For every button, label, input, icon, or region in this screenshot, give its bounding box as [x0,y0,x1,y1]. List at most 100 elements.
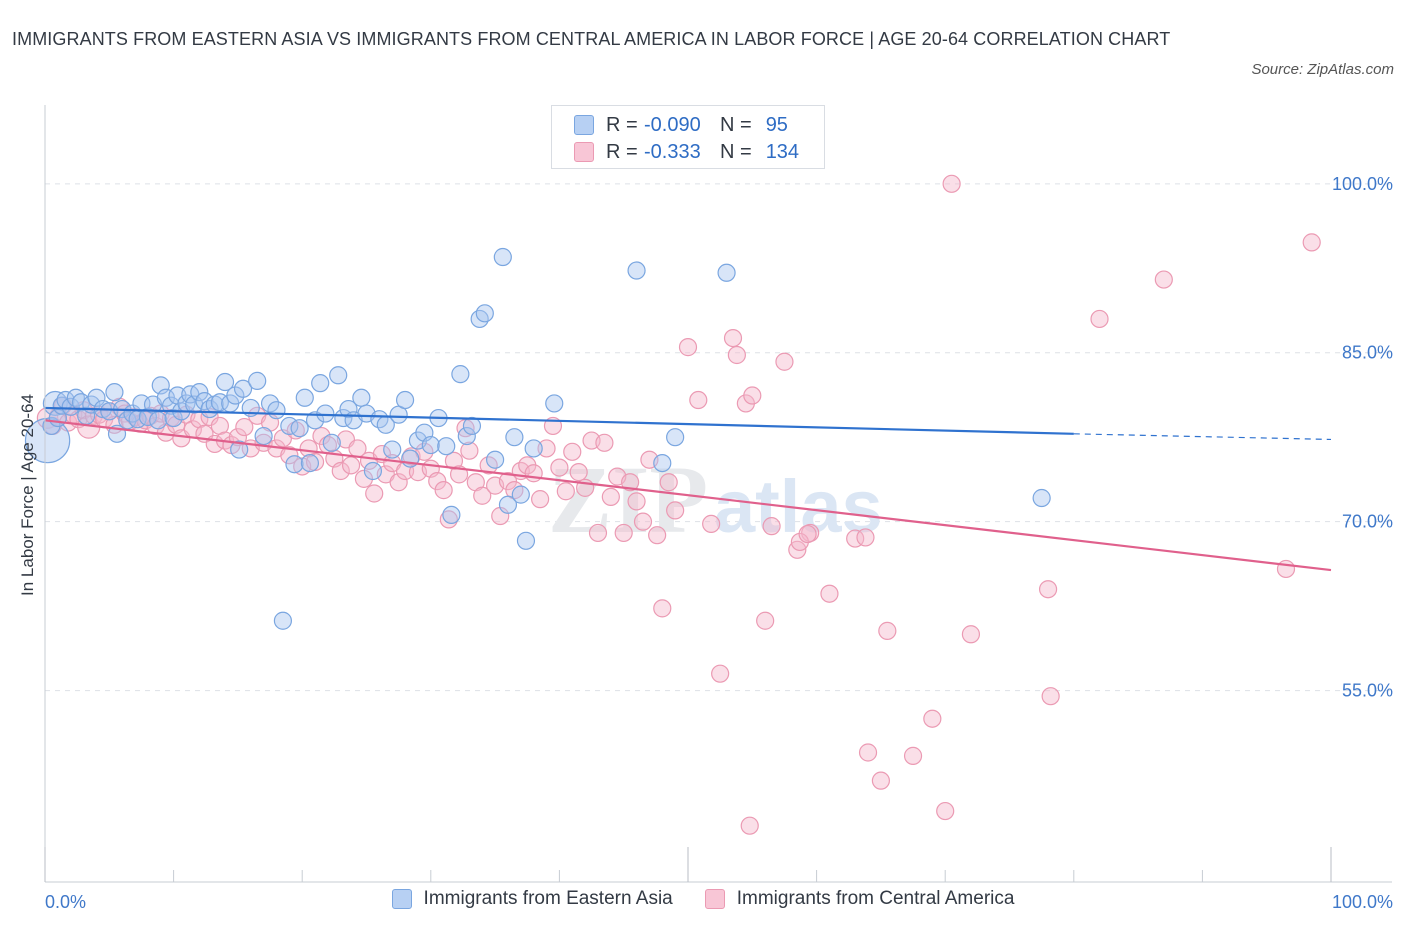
trend-line-eastern-asia [44,406,1074,435]
data-point [61,397,80,416]
data-point [524,464,543,483]
legend-n-value: 95 [765,113,788,136]
data-point [305,411,325,430]
data-point [550,458,569,477]
data-point [363,461,383,481]
data-point [442,505,461,524]
legend-item-central-america[interactable]: Immigrants from Central America [704,888,1015,910]
data-point [280,446,299,465]
legend-label-central-america: Immigrants from Central America [736,888,1015,909]
data-point [878,621,897,640]
data-point [230,440,249,459]
data-point [434,481,453,500]
data-point [451,365,470,384]
data-point [1302,233,1321,252]
data-point [689,390,708,410]
data-point [365,484,384,503]
trend-line-central-america [44,419,1332,572]
data-point [588,523,608,543]
data-point [659,473,678,492]
data-point [936,801,955,821]
data-point [621,473,640,492]
x-tick-label: 0.0% [45,892,86,912]
data-point [1038,580,1058,599]
data-point [666,501,685,520]
data-point [226,386,245,405]
legend-r-label: R = [606,140,638,163]
legend-item-eastern-asia[interactable]: Immigrants from Eastern Asia [391,888,673,910]
data-point [285,455,304,474]
data-point [329,366,348,385]
data-point [556,482,575,501]
data-point [627,261,646,280]
data-point [633,512,653,531]
trend-line-eastern-asia-extension [1073,433,1332,441]
data-point [723,329,743,348]
data-point [820,584,839,603]
correlation-legend: R = -0.090 N = 95 R = -0.333 N = 134 [551,105,825,169]
y-tick-label: 55.0% [1342,681,1393,701]
legend-r-value: -0.090 [644,113,701,136]
data-point [511,485,530,504]
watermark-atlas: atlas [714,465,883,548]
data-point [858,743,878,762]
data-point [762,517,781,536]
source-credit: Source: ZipAtlas.com [1251,61,1394,78]
data-point [331,461,350,481]
chart-title: IMMIGRANTS FROM EASTERN ASIA VS IMMIGRAN… [12,29,1171,49]
data-point [87,388,106,407]
data-point [437,437,456,456]
data-point [727,345,746,365]
y-tick-label: 70.0% [1342,512,1393,532]
data-point [233,379,253,398]
data-point [601,487,620,506]
legend-r-value: -0.333 [644,140,701,163]
data-point [312,426,331,446]
data-point [702,514,721,534]
data-point [341,456,361,475]
data-point [164,408,183,428]
data-point [149,411,168,430]
data-point [563,442,582,461]
y-tick-label: 100.0% [1332,174,1393,194]
data-point [923,709,942,728]
grid-lines [45,183,1392,692]
eastern-asia-points [24,247,1051,630]
data-point [903,746,923,765]
data-point [300,453,320,473]
data-point [316,404,335,423]
central-america-points [36,174,1321,835]
data-point [871,771,891,790]
legend-swatch-pink [574,142,594,162]
legend-swatch-pink [704,889,725,909]
data-point [498,495,518,514]
data-point [273,611,293,630]
data-point [395,390,415,410]
data-point [961,625,981,644]
data-point [311,374,330,393]
data-point [389,473,408,492]
series-legend: Immigrants from Eastern Asia Immigrants … [0,888,1406,910]
data-point [295,388,314,407]
data-point [531,490,550,509]
y-tick-label: 85.0% [1342,343,1393,363]
data-point [267,401,286,420]
data-point [524,439,543,458]
data-point [105,383,124,402]
data-point [614,523,633,543]
data-point [473,486,492,505]
data-point [339,399,358,419]
legend-row-eastern-asia: R = -0.090 N = 95 [574,113,788,137]
data-point [428,472,447,491]
data-point [942,174,961,193]
data-point [627,492,646,511]
data-point [740,816,759,835]
data-point [475,304,494,323]
data-point [648,526,667,545]
data-point [545,394,564,413]
data-point [717,263,736,282]
data-point [322,433,341,452]
legend-row-central-america: R = -0.333 N = 134 [574,140,799,164]
data-point [711,664,730,683]
